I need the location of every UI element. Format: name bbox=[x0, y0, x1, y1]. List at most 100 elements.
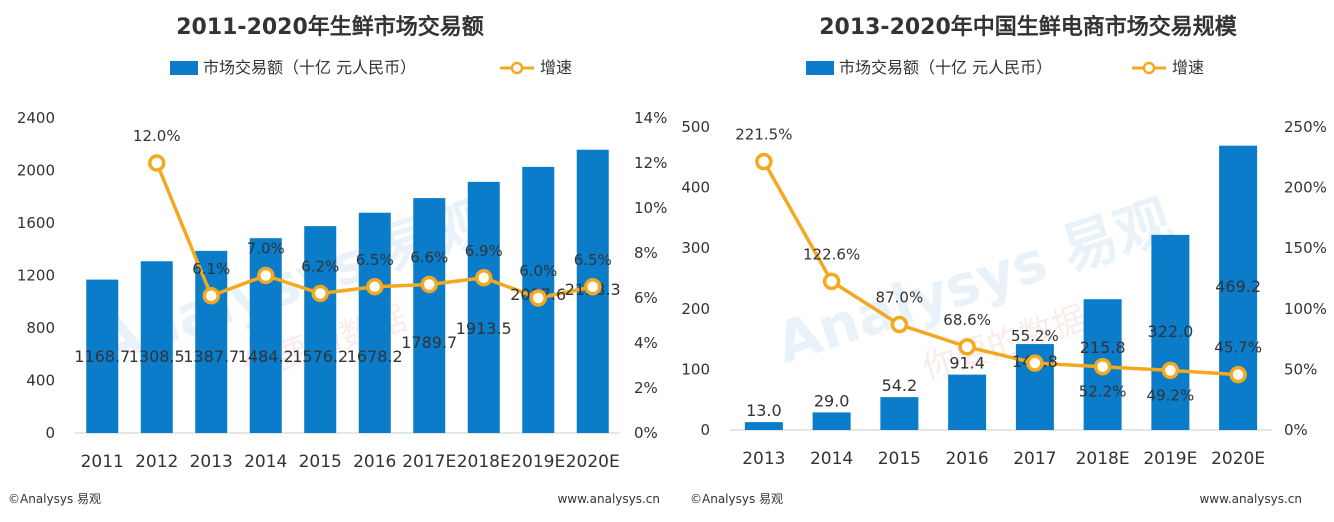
y-right-tick-label: 50% bbox=[1284, 360, 1317, 378]
x-tick-label: 2020E bbox=[566, 452, 620, 472]
growth-marker bbox=[1229, 365, 1247, 384]
bar bbox=[140, 261, 173, 433]
x-tick-label: 2017E bbox=[402, 452, 456, 472]
x-tick-label: 2013 bbox=[190, 452, 233, 472]
legend-line-label: 增速 bbox=[540, 58, 572, 77]
growth-marker bbox=[755, 152, 773, 171]
growth-marker bbox=[584, 278, 602, 296]
x-tick-label: 2017 bbox=[1013, 449, 1056, 469]
x-tick-label: 2011 bbox=[81, 452, 124, 472]
growth-marker bbox=[257, 266, 275, 285]
bar bbox=[413, 198, 446, 433]
legend-line-label: 增速 bbox=[1172, 58, 1204, 77]
chart-2: Analysys 易观你要的数据2013-2020年中国生鲜电商市场交易规模市场… bbox=[681, 14, 1327, 506]
legend-bar-label: 市场交易额（十亿 元人民币） bbox=[203, 58, 416, 77]
y-left-tick-label: 300 bbox=[681, 239, 710, 257]
x-tick-label: 2016 bbox=[353, 452, 396, 472]
x-tick-label: 2013 bbox=[742, 449, 785, 469]
y-right-tick-label: 4% bbox=[634, 334, 658, 352]
growth-value-label: 221.5% bbox=[735, 126, 792, 144]
bar bbox=[948, 374, 987, 430]
y-left-tick-label: 500 bbox=[681, 118, 710, 136]
bar bbox=[304, 226, 337, 433]
bar bbox=[744, 422, 783, 430]
growth-marker bbox=[1093, 357, 1112, 376]
growth-value-label: 7.0% bbox=[247, 240, 285, 258]
legend-line-marker bbox=[510, 61, 524, 75]
y-right-tick-label: 6% bbox=[634, 289, 658, 307]
x-tick-label: 2015 bbox=[878, 449, 921, 469]
y-right-tick-label: 8% bbox=[634, 244, 658, 262]
y-right-tick-label: 0% bbox=[634, 424, 658, 442]
growth-value-label: 68.6% bbox=[943, 311, 991, 329]
growth-value-label: 49.2% bbox=[1147, 386, 1195, 404]
bar-value-label: 1387.7 bbox=[183, 347, 239, 366]
bar-value-label: 54.2 bbox=[882, 376, 918, 395]
bar-value-label: 1913.5 bbox=[456, 319, 512, 338]
growth-marker bbox=[822, 272, 841, 291]
x-tick-label: 2018E bbox=[1076, 449, 1130, 469]
x-tick-label: 2020E bbox=[1211, 449, 1265, 469]
x-tick-label: 2014 bbox=[810, 449, 853, 469]
bar bbox=[195, 250, 228, 433]
y-left-tick-label: 0 bbox=[700, 421, 710, 439]
y-left-tick-label: 400 bbox=[681, 179, 710, 197]
chart-title: 2011-2020年生鲜市场交易额 bbox=[176, 14, 484, 40]
y-right-tick-label: 250% bbox=[1284, 118, 1327, 136]
growth-marker bbox=[475, 269, 493, 287]
bar-value-label: 215.8 bbox=[1080, 338, 1126, 357]
bar bbox=[86, 279, 119, 433]
x-tick-label: 2015 bbox=[299, 452, 342, 472]
y-right-tick-label: 150% bbox=[1284, 239, 1327, 257]
growth-marker bbox=[958, 338, 976, 356]
growth-marker bbox=[529, 289, 547, 307]
x-tick-label: 2012 bbox=[135, 452, 178, 472]
y-left-tick-label: 1200 bbox=[17, 267, 55, 285]
growth-marker bbox=[202, 287, 220, 305]
growth-marker bbox=[890, 315, 909, 334]
y-left-tick-label: 2400 bbox=[17, 109, 55, 127]
legend-bar-swatch bbox=[806, 61, 834, 75]
growth-value-label: 6.0% bbox=[519, 262, 557, 280]
growth-value-label: 6.5% bbox=[574, 251, 612, 269]
legend-bar-label: 市场交易额（十亿 元人民币） bbox=[839, 58, 1052, 77]
growth-marker bbox=[1161, 361, 1180, 380]
bar-value-label: 322.0 bbox=[1147, 322, 1193, 341]
y-right-tick-label: 2% bbox=[634, 379, 658, 397]
bar bbox=[812, 412, 851, 430]
growth-value-label: 6.5% bbox=[356, 251, 394, 269]
bar bbox=[880, 397, 919, 430]
growth-marker bbox=[366, 278, 384, 296]
growth-value-label: 55.2% bbox=[1011, 327, 1059, 345]
growth-value-label: 122.6% bbox=[803, 245, 860, 263]
growth-value-label: 6.6% bbox=[410, 249, 448, 267]
growth-value-label: 12.0% bbox=[133, 127, 181, 145]
bar bbox=[467, 181, 500, 433]
x-tick-label: 2018E bbox=[457, 452, 511, 472]
y-right-tick-label: 0% bbox=[1284, 421, 1308, 439]
growth-line bbox=[762, 160, 1239, 377]
growth-marker bbox=[148, 154, 166, 172]
footer-url: www.analysys.cn bbox=[557, 492, 660, 506]
growth-marker bbox=[1026, 354, 1044, 372]
bar-value-label: 1789.7 bbox=[401, 333, 457, 352]
legend-bar-swatch bbox=[170, 61, 198, 75]
x-tick-label: 2019E bbox=[1143, 449, 1197, 469]
y-right-tick-label: 12% bbox=[634, 154, 667, 172]
chart-title: 2013-2020年中国生鲜电商市场交易规模 bbox=[819, 14, 1238, 40]
bar-value-label: 1168.7 bbox=[74, 347, 130, 366]
growth-value-label: 87.0% bbox=[876, 289, 924, 307]
chart-1: Analysys 易观你要的数据2011-2020年生鲜市场交易额市场交易额（十… bbox=[8, 14, 667, 506]
y-left-tick-label: 1600 bbox=[17, 214, 55, 232]
growth-value-label: 6.1% bbox=[192, 260, 230, 278]
footer-copyright: ©Analysys 易观 bbox=[690, 492, 783, 506]
x-tick-label: 2016 bbox=[945, 449, 988, 469]
footer-copyright: ©Analysys 易观 bbox=[8, 492, 101, 506]
y-left-tick-label: 0 bbox=[45, 424, 55, 442]
bar-value-label: 1678.2 bbox=[347, 347, 403, 366]
y-right-tick-label: 10% bbox=[634, 199, 667, 217]
bar-value-label: 1576.2 bbox=[292, 347, 348, 366]
y-left-tick-label: 800 bbox=[26, 319, 55, 337]
